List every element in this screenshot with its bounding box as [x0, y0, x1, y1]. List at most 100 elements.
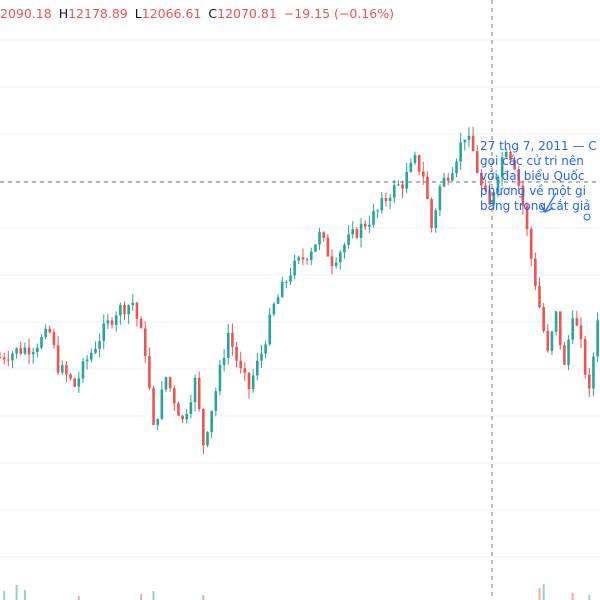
- candle-body: [48, 328, 52, 333]
- candle-body: [0, 357, 2, 359]
- volume-bar: [3, 591, 6, 600]
- candle-body: [529, 228, 533, 259]
- annotation-arrow-icon: [540, 192, 591, 221]
- candle-body: [363, 223, 367, 227]
- candle-body: [558, 311, 562, 346]
- candle-body: [19, 348, 23, 354]
- candle-body: [322, 232, 325, 238]
- candle-body: [297, 257, 301, 261]
- candle-body: [567, 339, 570, 365]
- candle-body: [218, 364, 222, 392]
- candle-body: [272, 303, 276, 315]
- candle-body: [94, 348, 97, 353]
- candle-body: [355, 229, 359, 238]
- candle-body: [513, 159, 516, 170]
- candle-body: [359, 223, 363, 238]
- candle-body: [392, 185, 396, 198]
- candle-body: [264, 344, 267, 354]
- volume-bar: [77, 596, 80, 600]
- candle-body: [384, 198, 388, 202]
- candle-body: [517, 169, 521, 186]
- candle-body: [397, 184, 400, 186]
- change-value: −19.15 (−0.16%): [283, 6, 394, 21]
- annotation-line-5: bằng trong cắt giả: [480, 199, 591, 213]
- candle-body: [243, 368, 247, 373]
- candle-body: [417, 155, 421, 172]
- candle-body: [285, 281, 288, 283]
- candle-body: [98, 340, 101, 349]
- candle-body: [222, 357, 226, 365]
- candle-body: [127, 305, 130, 315]
- candle-body: [160, 389, 164, 419]
- candle-body: [139, 318, 143, 329]
- candle-body: [339, 252, 342, 263]
- candle-body: [168, 377, 172, 389]
- annotation-line-1: 27 thg 7, 2011 — C: [480, 139, 597, 153]
- candle-body: [102, 323, 106, 341]
- candle-body: [110, 320, 114, 325]
- candle-body: [554, 311, 558, 332]
- candle-body: [73, 378, 76, 387]
- candle-body: [56, 345, 60, 373]
- volume-bar: [15, 585, 18, 600]
- candle-body: [156, 418, 159, 425]
- candle-body: [525, 205, 529, 229]
- candle-body: [330, 256, 334, 266]
- candle-body: [492, 192, 496, 205]
- volume-bar: [23, 590, 26, 600]
- candle-body: [27, 347, 31, 355]
- candle-body: [488, 190, 491, 205]
- high-label: H: [58, 6, 69, 21]
- candle-body: [106, 320, 110, 324]
- candle-body: [193, 377, 197, 403]
- candle-body: [571, 318, 574, 340]
- candle-body: [7, 359, 10, 361]
- candle-body: [546, 330, 550, 351]
- candle-body: [480, 172, 483, 186]
- candle-body: [210, 410, 213, 432]
- candle-body: [309, 251, 313, 261]
- candle-body: [206, 431, 209, 446]
- candle-body: [409, 162, 413, 172]
- candle-body: [231, 332, 234, 347]
- high-value: 12178.89: [68, 6, 128, 21]
- candle-body: [380, 198, 384, 211]
- candle-body: [442, 177, 446, 187]
- candle-body: [583, 339, 587, 375]
- candle-body: [592, 356, 595, 389]
- candle-body: [538, 286, 541, 308]
- annotation-line-2: gọi các cử tri nên: [480, 154, 584, 168]
- candle-body: [326, 237, 330, 257]
- candle-body: [143, 328, 147, 356]
- close-label: C: [208, 6, 218, 21]
- candle-body: [256, 360, 259, 376]
- candle-body: [52, 332, 56, 346]
- candle-body: [280, 281, 284, 298]
- volume-bar: [140, 594, 143, 600]
- ohlc-legend: 2090.18 H12178.89 L12066.61 C12070.81 −19.15…: [0, 6, 394, 28]
- candle-body: [451, 173, 454, 181]
- candle-body: [185, 413, 189, 420]
- candle-body: [305, 259, 309, 261]
- candle-body: [334, 262, 338, 266]
- candle-body: [434, 210, 438, 228]
- candle-body: [500, 157, 504, 177]
- candle-body: [164, 377, 168, 390]
- candle-body: [65, 365, 68, 375]
- annotation-line-3: với đại biểu Quốc: [480, 169, 585, 183]
- candle-body: [189, 402, 193, 414]
- candle-body: [131, 302, 135, 306]
- candle-body: [401, 184, 404, 189]
- candle-body: [563, 345, 566, 365]
- candle-body: [81, 361, 85, 379]
- news-annotation[interactable]: 27 thg 7, 2011 — C gọi các cử tri nên vớ…: [480, 139, 600, 214]
- candle-body: [36, 347, 39, 353]
- volume-bar: [152, 591, 155, 600]
- candle-body: [475, 151, 479, 173]
- candle-body: [484, 185, 487, 191]
- candle-body: [114, 315, 118, 325]
- volume-bar: [542, 584, 545, 600]
- candle-body: [347, 234, 350, 245]
- candle-body: [496, 176, 500, 193]
